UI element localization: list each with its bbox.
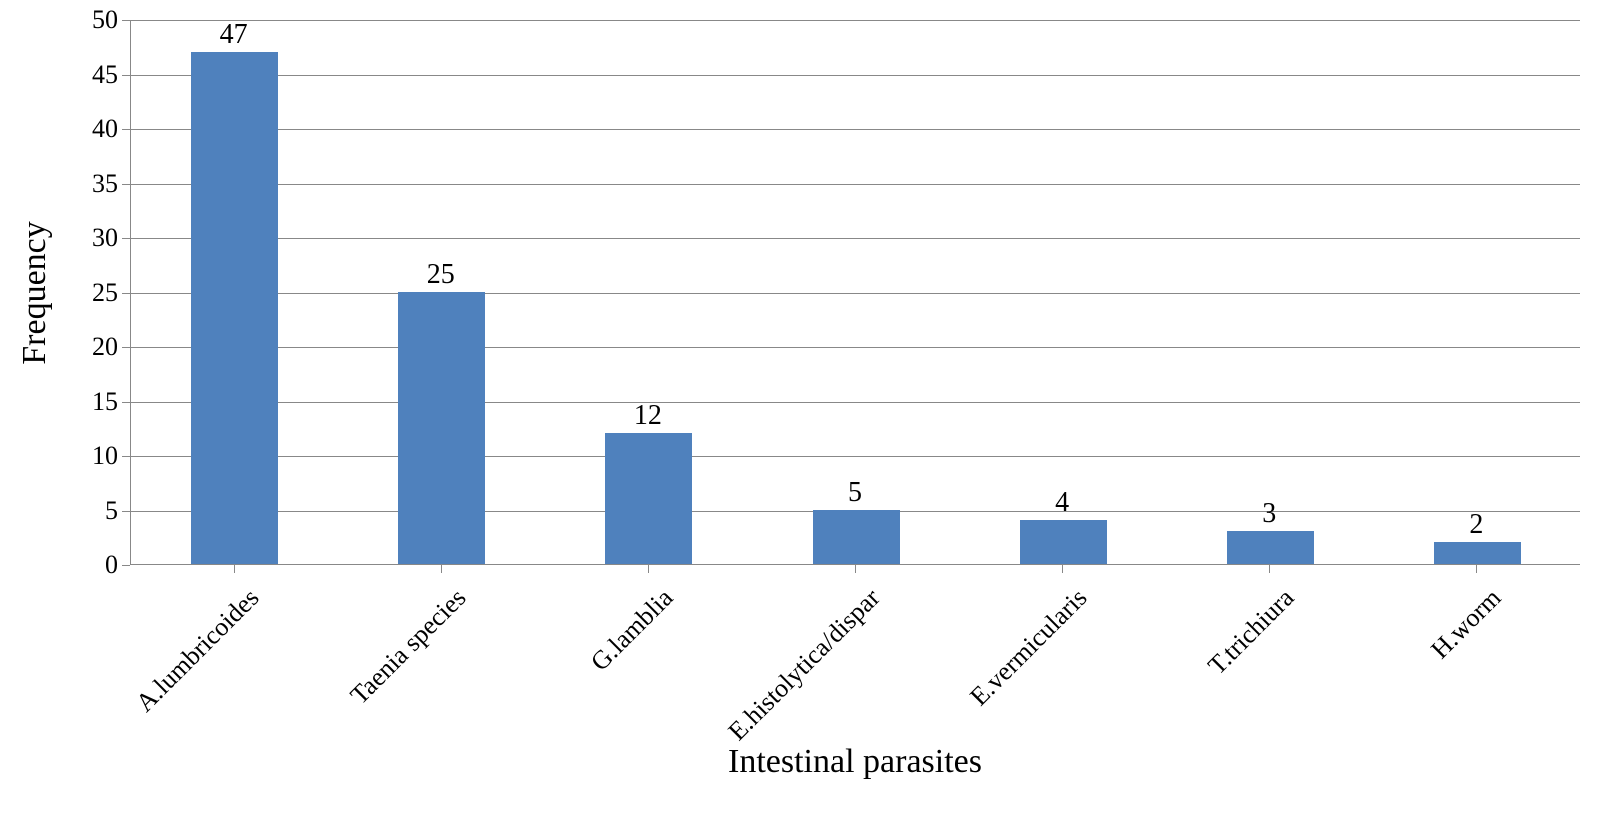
y-tick-mark [122, 402, 130, 403]
x-tick-mark [855, 565, 856, 573]
y-tick-label: 10 [70, 441, 118, 471]
x-tick-label: Taenia species [239, 583, 472, 816]
x-tick-label: A.lumbricoides [31, 583, 264, 816]
x-tick-mark [234, 565, 235, 573]
y-axis-title: Frequency [16, 221, 54, 365]
y-tick-mark [122, 75, 130, 76]
y-tick-label: 35 [70, 169, 118, 199]
gridline [131, 347, 1580, 348]
x-tick-label: E.vermicularis [860, 583, 1093, 816]
bar [813, 510, 900, 565]
y-tick-label: 5 [70, 496, 118, 526]
y-tick-mark [122, 129, 130, 130]
chart-container: Frequency Intestinal parasites 051015202… [0, 0, 1598, 795]
y-tick-label: 25 [70, 278, 118, 308]
y-tick-mark [122, 347, 130, 348]
gridline [131, 75, 1580, 76]
bar [605, 433, 692, 564]
x-tick-label: T.trichiura [1067, 583, 1300, 816]
y-tick-label: 15 [70, 387, 118, 417]
y-tick-label: 30 [70, 223, 118, 253]
x-tick-label: H.worm [1274, 583, 1507, 816]
bar [398, 292, 485, 565]
gridline [131, 20, 1580, 21]
x-tick-mark [1476, 565, 1477, 573]
bar [1434, 542, 1521, 564]
bar [1020, 520, 1107, 564]
x-tick-label: E.histolytica/dispar [653, 583, 886, 816]
gridline [131, 402, 1580, 403]
y-tick-mark [122, 238, 130, 239]
y-tick-mark [122, 456, 130, 457]
gridline [131, 129, 1580, 130]
bar-value-label: 4 [959, 487, 1166, 519]
bar [191, 52, 278, 564]
bar-value-label: 12 [544, 400, 751, 432]
x-tick-mark [441, 565, 442, 573]
x-tick-mark [1062, 565, 1063, 573]
bar-value-label: 2 [1373, 509, 1580, 541]
x-tick-mark [648, 565, 649, 573]
gridline [131, 456, 1580, 457]
y-tick-mark [122, 20, 130, 21]
bar-value-label: 3 [1166, 498, 1373, 530]
x-tick-mark [1269, 565, 1270, 573]
y-tick-mark [122, 511, 130, 512]
gridline [131, 293, 1580, 294]
bar-value-label: 25 [337, 259, 544, 291]
bar-value-label: 5 [751, 477, 958, 509]
y-tick-label: 40 [70, 114, 118, 144]
y-tick-mark [122, 293, 130, 294]
gridline [131, 184, 1580, 185]
bar [1227, 531, 1314, 564]
gridline [131, 238, 1580, 239]
y-tick-label: 0 [70, 550, 118, 580]
y-tick-label: 20 [70, 332, 118, 362]
y-tick-label: 50 [70, 5, 118, 35]
bar-value-label: 47 [130, 19, 337, 51]
y-tick-label: 45 [70, 60, 118, 90]
y-tick-mark [122, 184, 130, 185]
x-tick-label: G.lamblia [446, 583, 679, 816]
y-tick-mark [122, 565, 130, 566]
